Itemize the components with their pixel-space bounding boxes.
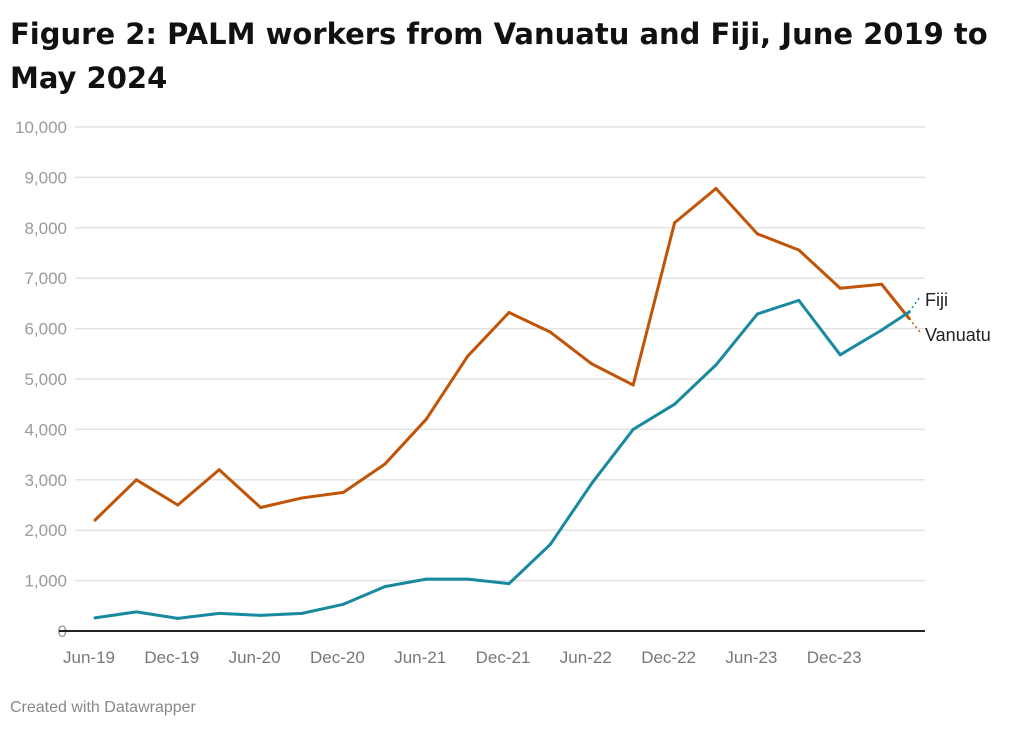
data-point-vanuatu: [217, 468, 221, 472]
series-line-vanuatu: [93, 186, 911, 522]
y-tick-label: 4,000: [24, 420, 67, 439]
x-tick-label: Dec-21: [476, 648, 531, 667]
data-point-vanuatu: [341, 490, 345, 494]
data-point-fiji: [466, 577, 470, 581]
data-point-fiji: [134, 610, 138, 614]
data-point-vanuatu: [880, 282, 884, 286]
data-point-fiji: [217, 611, 221, 615]
data-point-vanuatu: [466, 354, 470, 358]
credit-text: Created with Datawrapper: [10, 699, 196, 716]
y-tick-label: 7,000: [24, 269, 67, 288]
data-point-vanuatu: [424, 417, 428, 421]
y-tick-label: 2,000: [24, 521, 67, 540]
data-point-vanuatu: [134, 478, 138, 482]
data-point-vanuatu: [259, 506, 263, 510]
data-point-vanuatu: [383, 462, 387, 466]
y-tick-label: 8,000: [24, 219, 67, 238]
data-point-fiji: [424, 577, 428, 581]
data-point-fiji: [259, 613, 263, 617]
data-point-fiji: [383, 585, 387, 589]
x-tick-label: Dec-22: [641, 648, 696, 667]
series-label-vanuatu: Vanuatu: [925, 325, 991, 345]
data-point-vanuatu: [797, 248, 801, 252]
y-tick-label: 3,000: [24, 471, 67, 490]
y-tick-label: 1,000: [24, 572, 67, 591]
data-point-vanuatu: [548, 330, 552, 334]
data-point-fiji: [880, 328, 884, 332]
data-point-fiji: [673, 402, 677, 406]
data-point-vanuatu: [93, 518, 97, 522]
x-tick-label: Jun-23: [725, 648, 777, 667]
label-connector: [908, 296, 921, 313]
data-point-fiji: [176, 616, 180, 620]
data-point-fiji: [548, 542, 552, 546]
y-tick-label: 6,000: [24, 320, 67, 339]
data-point-vanuatu: [755, 232, 759, 236]
data-point-fiji: [797, 298, 801, 302]
series-label-fiji: Fiji: [925, 290, 948, 310]
x-tick-label: Dec-23: [807, 648, 862, 667]
data-point-vanuatu: [507, 310, 511, 314]
chart-title: Figure 2: PALM workers from Vanuatu and …: [10, 17, 988, 95]
data-point-vanuatu: [300, 496, 304, 500]
x-tick-label: Jun-19: [63, 648, 115, 667]
data-point-fiji: [755, 312, 759, 316]
series-line-fiji: [94, 298, 911, 620]
data-point-fiji: [714, 363, 718, 367]
data-point-fiji: [838, 353, 842, 357]
data-point-vanuatu: [838, 286, 842, 290]
data-point-fiji: [590, 481, 594, 485]
data-point-fiji: [300, 611, 304, 615]
data-point-vanuatu: [176, 503, 180, 507]
data-point-fiji: [93, 616, 97, 620]
x-tick-label: Dec-19: [144, 648, 199, 667]
x-tick-label: Jun-21: [394, 648, 446, 667]
y-tick-label: 9,000: [24, 168, 67, 187]
data-point-fiji: [507, 582, 511, 586]
data-point-fiji: [631, 427, 635, 431]
label-connector: [908, 318, 921, 333]
x-tick-label: Dec-20: [310, 648, 365, 667]
x-tick-label: Jun-20: [229, 648, 281, 667]
data-point-vanuatu: [631, 383, 635, 387]
y-tick-label: 10,000: [15, 118, 67, 137]
x-tick-label: Jun-22: [560, 648, 612, 667]
data-point-fiji: [341, 602, 345, 606]
data-point-vanuatu: [590, 362, 594, 366]
y-tick-label: 5,000: [24, 370, 67, 389]
data-point-vanuatu: [673, 221, 677, 225]
data-point-vanuatu: [714, 186, 718, 190]
